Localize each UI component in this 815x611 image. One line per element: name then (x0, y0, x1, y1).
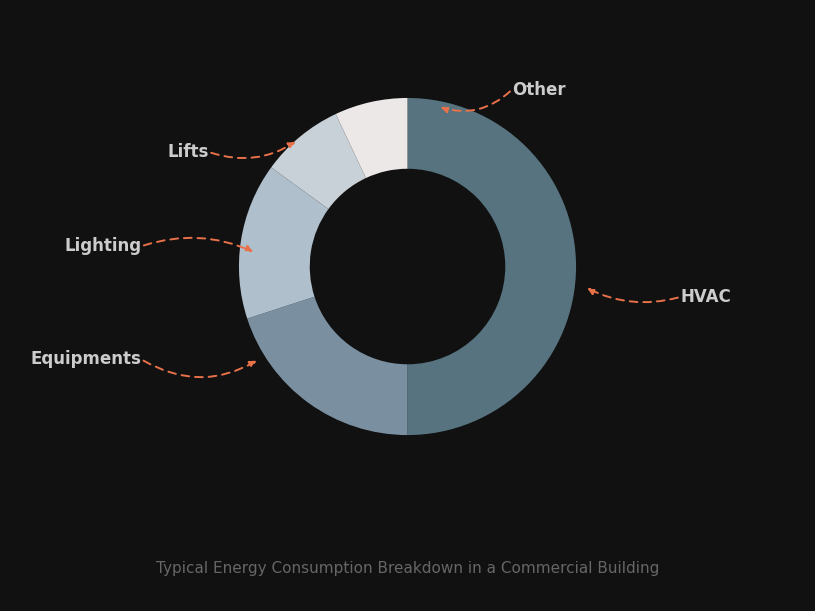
Text: Lighting: Lighting (64, 237, 141, 255)
Wedge shape (247, 297, 408, 435)
Text: Lifts: Lifts (167, 143, 209, 161)
Text: HVAC: HVAC (681, 288, 731, 306)
Wedge shape (408, 98, 576, 435)
Wedge shape (336, 98, 408, 178)
Text: Other: Other (512, 81, 566, 98)
Wedge shape (239, 167, 328, 318)
Text: Equipments: Equipments (30, 350, 141, 368)
Text: Typical Energy Consumption Breakdown in a Commercial Building: Typical Energy Consumption Breakdown in … (156, 561, 659, 576)
Wedge shape (271, 114, 366, 209)
